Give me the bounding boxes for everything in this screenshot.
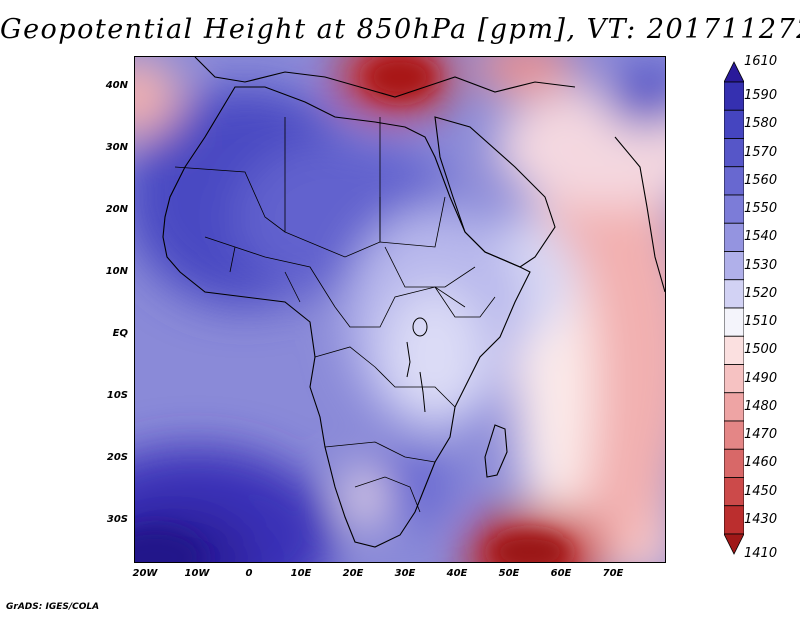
- colorbar-label: 1550: [744, 201, 778, 217]
- colorbar-swatch: [724, 392, 744, 422]
- india-outline: [614, 136, 665, 293]
- colorbar-swatch: [724, 109, 744, 139]
- lat-label: 40N: [105, 80, 128, 91]
- colorbar-swatch: [724, 505, 744, 535]
- colorbar-cap-bottom: [724, 533, 744, 555]
- colorbar-label: 1530: [744, 257, 778, 273]
- colorbar-label: 1580: [744, 116, 778, 132]
- lat-label: 10S: [106, 390, 128, 401]
- africa-coastline: [162, 86, 531, 548]
- footer-credit: GrADS: IGES/COLA: [6, 602, 100, 612]
- colorbar-label: 1590: [744, 88, 778, 104]
- lon-label: 0: [245, 568, 253, 579]
- lon-label: 70E: [602, 568, 624, 579]
- colorbar-cap-top: [724, 61, 744, 83]
- lat-label: 20N: [105, 204, 128, 215]
- lon-label: 30E: [394, 568, 416, 579]
- lat-label: 30S: [106, 514, 128, 525]
- lakes: [406, 317, 428, 413]
- colorbar: [724, 61, 744, 555]
- colorbar-swatch: [724, 166, 744, 196]
- lat-label: 30N: [105, 142, 128, 153]
- colorbar-label: 1470: [744, 427, 778, 443]
- colorbar-swatch: [724, 138, 744, 168]
- colorbar-label: 1540: [744, 229, 778, 245]
- lon-label: 60E: [550, 568, 572, 579]
- colorbar-swatch: [724, 420, 744, 450]
- colorbar-label: 1570: [744, 144, 778, 160]
- coastlines: [162, 57, 665, 548]
- lat-label: 10N: [105, 266, 128, 277]
- colorbar-swatch: [724, 307, 744, 337]
- colorbar-label: 1500: [744, 342, 778, 358]
- colorbar-swatch: [724, 335, 744, 365]
- map-plot-area: [134, 56, 666, 563]
- colorbar-label: 1480: [744, 398, 778, 414]
- madagascar-outline: [484, 424, 508, 478]
- colorbar-swatch: [724, 222, 744, 252]
- lat-label: EQ: [112, 328, 128, 339]
- colorbar-swatch: [724, 448, 744, 478]
- colorbar-swatch: [724, 364, 744, 394]
- colorbar-swatch: [724, 194, 744, 224]
- colorbar-label: 1560: [744, 172, 778, 188]
- chart-title: Geopotential Height at 850hPa [gpm], VT:…: [0, 14, 800, 45]
- colorbar-label: 1430: [744, 511, 778, 527]
- colorbar-label: 1520: [744, 285, 778, 301]
- colorbar-label: 1610: [744, 54, 778, 69]
- country-borders: [174, 117, 496, 513]
- lon-label: 20W: [132, 568, 158, 579]
- arabia-outline: [434, 116, 556, 268]
- lon-label: 20E: [342, 568, 364, 579]
- europe-coast: [194, 57, 576, 98]
- colorbar-label: 1460: [744, 455, 778, 471]
- lon-label: 40E: [446, 568, 468, 579]
- colorbar-label: 1510: [744, 314, 778, 330]
- colorbar-swatch: [724, 81, 744, 111]
- colorbar-label: 1490: [744, 370, 778, 386]
- colorbar-swatch: [724, 279, 744, 309]
- colorbar-label: 1410: [744, 546, 778, 561]
- height-field: [135, 57, 665, 562]
- lon-label: 10E: [290, 568, 312, 579]
- lat-label: 20S: [106, 452, 128, 463]
- lon-label: 10W: [184, 568, 210, 579]
- colorbar-label: 1450: [744, 483, 778, 499]
- colorbar-swatch: [724, 251, 744, 281]
- colorbar-swatch: [724, 477, 744, 507]
- lon-label: 50E: [498, 568, 520, 579]
